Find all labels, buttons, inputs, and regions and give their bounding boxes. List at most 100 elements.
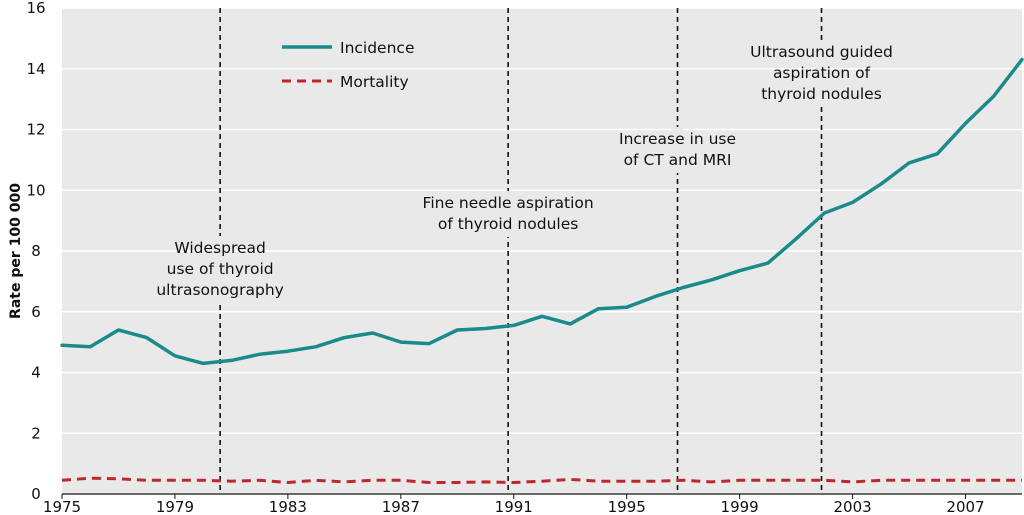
data-point-mortality (823, 479, 825, 481)
data-point-incidence (230, 359, 232, 361)
annotation-text: of CT and MRI (624, 151, 732, 169)
y-tick-label: 2 (31, 424, 41, 442)
annotation-mask (815, 40, 828, 107)
y-axis-label: Rate per 100 000 (8, 183, 24, 319)
annotation-text: Widespread (174, 239, 266, 257)
y-tick-label: 0 (31, 485, 41, 503)
data-point-incidence (541, 315, 543, 317)
data-point-mortality (174, 479, 176, 481)
data-point-incidence (569, 323, 571, 325)
y-tick-label: 16 (26, 0, 45, 17)
data-point-mortality (626, 480, 628, 482)
data-point-mortality (738, 479, 740, 481)
data-point-incidence (993, 95, 995, 97)
data-point-mortality (851, 481, 853, 483)
data-point-mortality (908, 479, 910, 481)
data-point-incidence (287, 350, 289, 352)
data-point-incidence (513, 324, 515, 326)
data-point-incidence (456, 329, 458, 331)
data-point-mortality (795, 479, 797, 481)
data-point-incidence (258, 353, 260, 355)
y-tick-label: 10 (26, 181, 45, 199)
x-tick-label: 2003 (833, 498, 871, 515)
data-point-mortality (146, 479, 148, 481)
data-point-incidence (964, 122, 966, 124)
data-point-mortality (880, 479, 882, 481)
data-point-incidence (400, 341, 402, 343)
data-point-incidence (710, 279, 712, 281)
annotation-text: Ultrasound guided (750, 43, 893, 61)
data-point-mortality (767, 479, 769, 481)
data-point-mortality (61, 479, 63, 481)
x-tick-label: 1975 (43, 498, 81, 515)
data-point-incidence (795, 238, 797, 240)
data-point-incidence (428, 342, 430, 344)
data-point-mortality (682, 479, 684, 481)
data-point-incidence (89, 345, 91, 347)
data-point-incidence (484, 327, 486, 329)
data-point-incidence (371, 332, 373, 334)
x-tick-label: 1983 (269, 498, 307, 515)
y-tick-label: 6 (31, 303, 41, 321)
data-point-incidence (823, 212, 825, 214)
data-point-incidence (738, 270, 740, 272)
annotations: Widespread use of thyroid ultrasonography F… (156, 40, 893, 303)
data-point-mortality (569, 478, 571, 480)
data-point-incidence (61, 344, 63, 346)
data-point-incidence (1021, 58, 1023, 60)
data-point-incidence (597, 308, 599, 310)
data-point-incidence (315, 345, 317, 347)
data-point-incidence (174, 355, 176, 357)
series-line-mortality (61, 476, 1022, 484)
data-point-mortality (117, 478, 119, 480)
legend-label-incidence: Incidence (340, 39, 414, 57)
y-tick-label: 12 (26, 121, 45, 139)
y-tick-label: 8 (31, 242, 41, 260)
annotation-text: thyroid nodules (761, 85, 882, 103)
data-point-mortality (513, 481, 515, 483)
series-line-incidence (60, 57, 1024, 366)
data-point-mortality (710, 481, 712, 483)
series-group (60, 57, 1024, 484)
legend: Incidence Mortality (282, 39, 414, 91)
gridlines (62, 7, 1022, 495)
data-point-mortality (993, 479, 995, 481)
data-point-incidence (908, 162, 910, 164)
x-tick-label: 2007 (946, 498, 984, 515)
annotation-text: of thyroid nodules (438, 215, 578, 233)
data-point-mortality (936, 479, 938, 481)
data-point-incidence (880, 183, 882, 185)
data-point-mortality (597, 480, 599, 482)
data-point-mortality (400, 479, 402, 481)
data-point-mortality (484, 481, 486, 483)
y-axis-ticks: 0 2 4 6 8 10 12 14 16 (26, 0, 45, 503)
data-point-mortality (202, 479, 204, 481)
annotation-text: Fine needle aspiration (423, 194, 594, 212)
data-point-mortality (428, 481, 430, 483)
data-point-incidence (767, 262, 769, 264)
annotation-text: ultrasonography (156, 281, 284, 299)
annotation-text: use of thyroid (167, 260, 274, 278)
data-point-incidence (626, 306, 628, 308)
x-tick-label: 1979 (156, 498, 194, 515)
x-tick-label: 1991 (495, 498, 533, 515)
x-axis-ticks: 1975 1979 1983 1987 1991 1995 1999 2003 2007 (43, 494, 985, 515)
data-point-mortality (258, 479, 260, 481)
data-point-mortality (287, 481, 289, 483)
data-point-mortality (343, 481, 345, 483)
legend-label-mortality: Mortality (340, 73, 409, 91)
data-point-incidence (343, 336, 345, 338)
x-tick-label: 1999 (721, 498, 759, 515)
annotation-mask (214, 236, 227, 303)
y-tick-label: 14 (26, 60, 45, 78)
data-point-mortality (964, 479, 966, 481)
data-point-mortality (654, 480, 656, 482)
y-tick-label: 4 (31, 364, 41, 382)
data-point-mortality (230, 480, 232, 482)
x-tick-label: 1987 (382, 498, 420, 515)
x-tick-label: 1995 (608, 498, 646, 515)
data-point-incidence (654, 295, 656, 297)
annotation-text: Increase in use (619, 130, 736, 148)
data-point-mortality (541, 480, 543, 482)
